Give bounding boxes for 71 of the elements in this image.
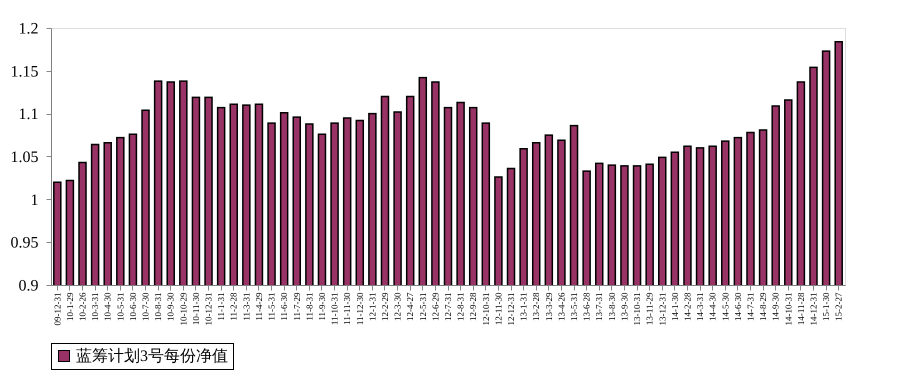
- y-tick-label: 0.9: [18, 278, 38, 294]
- x-tick-label: 12-11-30: [493, 292, 504, 326]
- x-tick-label: 12-7-31: [443, 292, 453, 321]
- x-tick-label: 12-10-31: [480, 292, 491, 326]
- x-tick-label: 10-6-30: [128, 292, 138, 321]
- x-tick-label: 11-3-31: [241, 292, 252, 321]
- x-tick-label: 10-5-31: [115, 292, 126, 321]
- x-tick-label: 14-1-30: [670, 292, 680, 321]
- y-tick-label: 1: [30, 192, 38, 209]
- x-tick-label: 13-10-31: [632, 292, 642, 326]
- x-tick-label: 13-7-31: [594, 292, 604, 321]
- x-tick-label: 13-12-31: [657, 292, 668, 326]
- x-tick-label: 12-2-29: [380, 292, 390, 321]
- y-tick-label: 0.95: [10, 234, 38, 252]
- x-tick-label: 11-2-28: [228, 292, 239, 321]
- x-tick-label: 14-11-28: [796, 292, 806, 326]
- x-tick-label: 12-5-31: [418, 292, 428, 321]
- x-tick-label: 14-7-31: [745, 292, 756, 321]
- x-tick-label: 14-4-30: [708, 292, 718, 321]
- x-tick-label: 09-12-31: [52, 292, 62, 326]
- x-tick-label: 10-1-29: [64, 292, 75, 321]
- x-tick-label: 13-3-29: [544, 292, 554, 321]
- x-tick-label: 10-8-31: [153, 292, 164, 321]
- x-tick-label: 13-6-28: [582, 292, 592, 321]
- x-tick-label: 11-8-31: [304, 292, 314, 321]
- y-tick-label: 1.1: [18, 106, 38, 124]
- x-tick-label: 11-1-31: [216, 292, 226, 321]
- x-tick-label: 10-7-30: [140, 292, 151, 321]
- x-tick-label: 12-1-31: [367, 292, 378, 321]
- x-tick-label: 11-6-30: [279, 292, 290, 321]
- x-tick-label: 11-4-29: [254, 292, 264, 321]
- x-tick-label: 10-3-31: [90, 292, 100, 321]
- legend-label: 蓝筹计划3号每份净值: [76, 347, 228, 365]
- x-tick-label: 10-2-26: [78, 292, 88, 321]
- x-tick-label: 13-8-30: [606, 292, 617, 321]
- x-tick-label: 12-3-30: [392, 292, 403, 321]
- x-tick-label: 12-6-29: [430, 292, 440, 321]
- x-tick-label: 12-8-31: [456, 292, 466, 321]
- x-tick-label: 13-5-31: [569, 292, 580, 321]
- x-tick-label: 14-10-31: [783, 292, 794, 326]
- x-tick-label: 10-12-31: [204, 292, 214, 326]
- x-tick-label: 14-5-30: [720, 292, 730, 321]
- y-tick-label: 1.2: [18, 20, 38, 38]
- x-tick-label: 15-1-30: [821, 292, 832, 321]
- y-tick-label: 1.15: [10, 63, 38, 80]
- x-tick-label: 11-7-29: [292, 292, 302, 321]
- x-tick-label: 12-12-31: [506, 292, 516, 326]
- x-tick-label: 13-2-28: [531, 292, 542, 321]
- x-tick-label: 11-11-30: [342, 292, 352, 325]
- x-tick-label: 14-12-31: [808, 292, 818, 326]
- x-tick-label: 10-9-30: [166, 292, 176, 321]
- x-tick-label: 14-6-30: [732, 292, 743, 321]
- x-tick-label: 13-1-31: [518, 292, 529, 321]
- x-tick-label: 14-9-30: [770, 292, 781, 321]
- x-tick-label: 11-10-31: [330, 292, 340, 326]
- x-tick-label: 11-9-30: [316, 292, 327, 321]
- x-tick-label: 15-2-27: [834, 292, 844, 321]
- x-tick-label: 14-3-31: [695, 292, 706, 321]
- x-tick-label: 10-4-30: [102, 292, 113, 321]
- x-tick-label: 10-11-30: [190, 292, 201, 326]
- x-tick-label: 14-8-29: [758, 292, 768, 321]
- y-tick-label: 1.05: [10, 149, 38, 166]
- x-tick-label: 13-11-29: [644, 292, 655, 326]
- x-tick-label: 11-12-30: [354, 292, 365, 326]
- x-tick-label: 12-9-28: [468, 292, 478, 321]
- x-tick-label: 14-2-28: [682, 292, 692, 321]
- x-tick-label: 11-5-31: [266, 292, 277, 321]
- x-tick-label: 10-10-29: [178, 292, 188, 326]
- x-tick-label: 12-4-27: [405, 292, 416, 321]
- x-tick-label: 13-9-30: [619, 292, 630, 321]
- x-tick-label: 13-4-26: [556, 292, 566, 321]
